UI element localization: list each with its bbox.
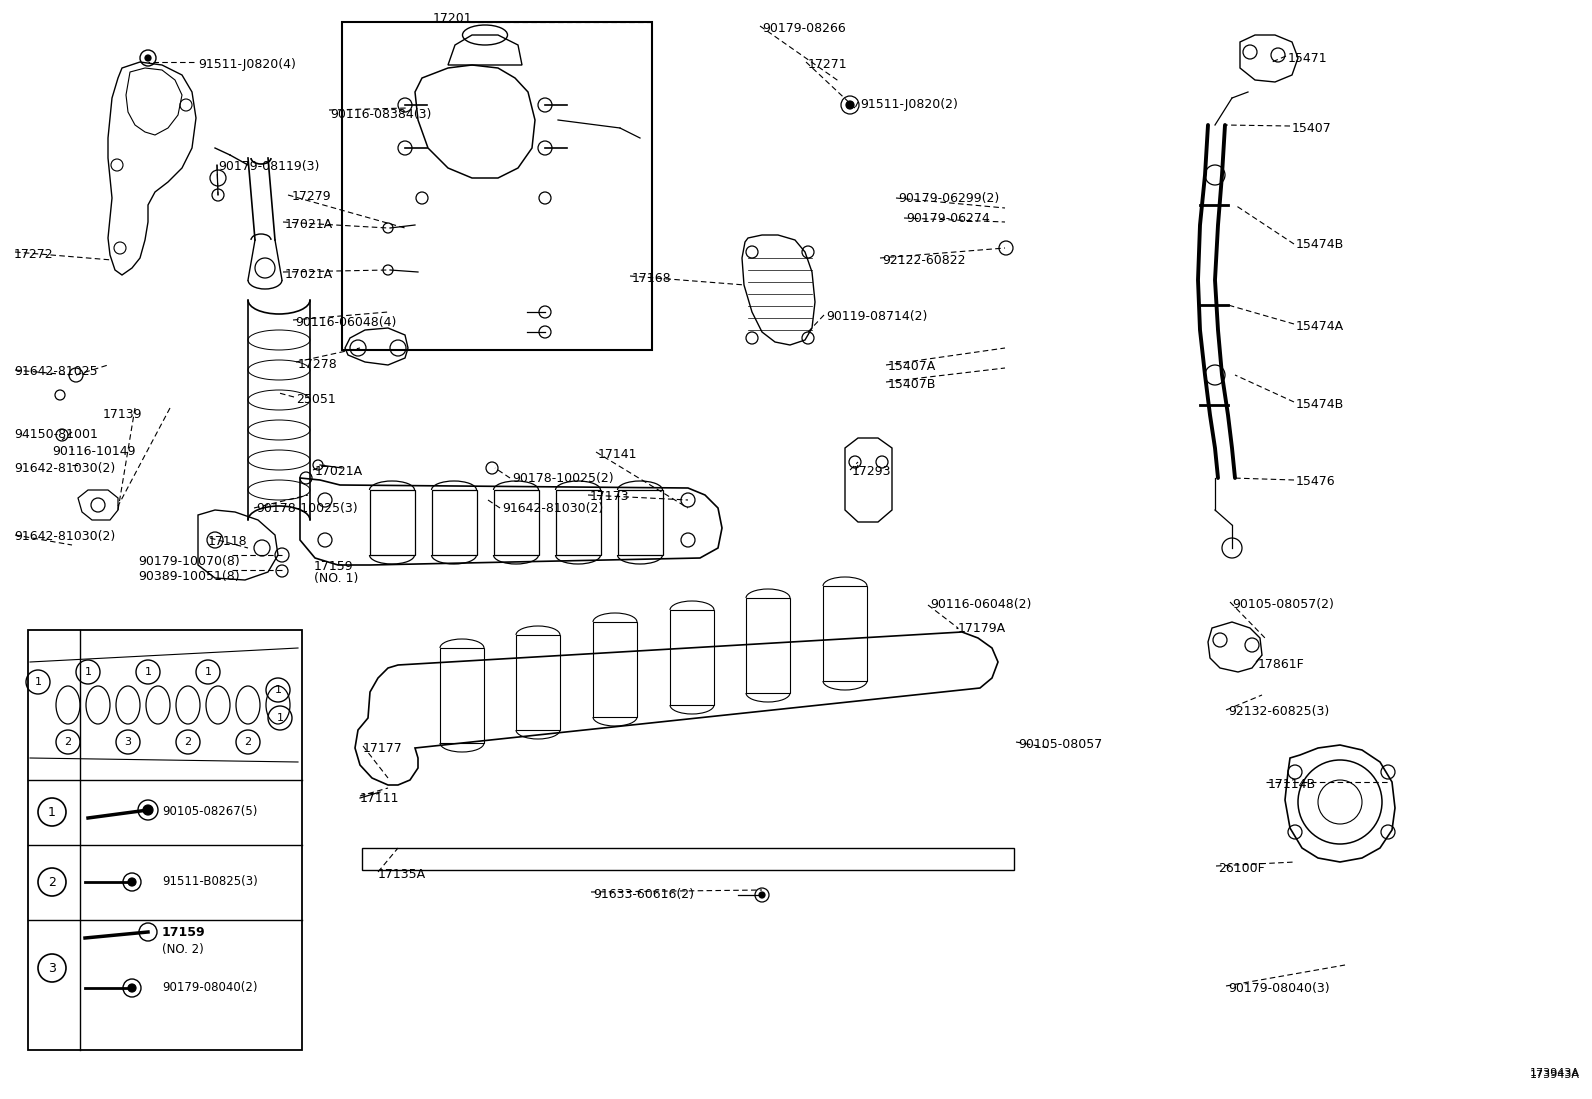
Text: 90179-08266: 90179-08266 [763,22,845,35]
Bar [618,490,662,555]
Text: 17021A: 17021A [285,268,333,281]
Text: 15476: 15476 [1296,475,1336,488]
Bar [29,630,302,1050]
Text: 1: 1 [274,685,282,695]
Text: 91511-B0825(3): 91511-B0825(3) [162,876,258,888]
Text: 90179-08119(3): 90179-08119(3) [218,160,320,173]
Text: 26100F: 26100F [1218,862,1264,875]
Text: 17279: 17279 [291,190,331,203]
Text: 17021A: 17021A [285,218,333,231]
Bar [592,622,637,717]
Text: 90178-10025(2): 90178-10025(2) [513,471,613,485]
Text: 15474B: 15474B [1296,398,1344,411]
Text: 90119-08714(2): 90119-08714(2) [826,310,928,323]
Text: 173943A: 173943A [1530,1070,1579,1080]
Text: 17173: 17173 [591,490,629,503]
Text: 3: 3 [48,962,56,975]
Text: 15471: 15471 [1288,52,1328,65]
Bar [556,490,602,555]
Text: 1: 1 [84,667,91,677]
Text: 15407B: 15407B [888,378,936,391]
Circle shape [845,101,853,109]
Text: 17271: 17271 [809,58,847,71]
Text: (NO. 2): (NO. 2) [162,944,204,956]
Text: 2: 2 [64,737,72,747]
Text: 92132-60825(3): 92132-60825(3) [1227,704,1329,718]
Bar [431,490,478,555]
Circle shape [145,55,151,62]
Bar [516,635,560,730]
Text: (NO. 1): (NO. 1) [314,571,358,585]
Text: 90105-08057(2): 90105-08057(2) [1232,598,1334,611]
Bar [369,490,416,555]
Text: 17168: 17168 [632,271,672,285]
Text: 1: 1 [204,667,212,677]
Text: 17278: 17278 [298,358,338,371]
Text: 17272: 17272 [14,248,54,260]
Text: 17141: 17141 [599,448,637,460]
Circle shape [127,878,135,886]
Text: 2: 2 [48,876,56,888]
Text: 17293: 17293 [852,465,892,478]
Bar [361,848,1014,870]
Bar [494,490,540,555]
Text: 17201: 17201 [433,12,473,25]
Text: 90178-10025(3): 90178-10025(3) [256,502,358,515]
Text: 1: 1 [277,713,283,723]
Text: 91642-81030(2): 91642-81030(2) [501,502,603,515]
Text: 90105-08267(5): 90105-08267(5) [162,806,258,819]
Text: 17159: 17159 [162,925,205,939]
Text: 91642-81030(2): 91642-81030(2) [14,530,115,543]
Text: 17179A: 17179A [958,622,1006,635]
Text: 91642-81025: 91642-81025 [14,365,97,378]
Text: 90116-06048(4): 90116-06048(4) [295,317,396,329]
Text: 17135A: 17135A [377,868,427,881]
Text: 17139: 17139 [103,408,143,421]
Text: 90179-06274: 90179-06274 [906,212,990,225]
Circle shape [127,984,135,992]
Text: 17177: 17177 [363,742,403,755]
Text: 15407: 15407 [1293,122,1333,135]
Bar [439,648,484,743]
Text: 1: 1 [35,677,41,687]
Text: 15474A: 15474A [1296,320,1344,333]
Bar [670,610,713,704]
Text: 94150-81001: 94150-81001 [14,428,97,441]
Text: 90179-10070(8): 90179-10070(8) [139,555,240,568]
Circle shape [759,892,766,898]
Text: 2: 2 [185,737,191,747]
Bar [823,586,868,681]
Text: 17118: 17118 [209,535,248,548]
Circle shape [143,804,153,815]
Text: 91633-60616(2): 91633-60616(2) [592,888,694,901]
Text: 90179-08040(2): 90179-08040(2) [162,981,258,995]
Text: 15407A: 15407A [888,360,936,373]
Text: 90116-06048(2): 90116-06048(2) [930,598,1032,611]
Text: 91511-J0820(4): 91511-J0820(4) [197,58,296,71]
Text: 91511-J0820(2): 91511-J0820(2) [860,98,958,111]
Text: 92122-60822: 92122-60822 [882,254,965,267]
Text: 90389-10051(8): 90389-10051(8) [139,570,240,582]
Text: 90179-06299(2): 90179-06299(2) [898,192,1000,206]
Text: 17114B: 17114B [1267,778,1317,791]
Text: 25051: 25051 [296,393,336,406]
Text: 17021A: 17021A [315,465,363,478]
Text: 15474B: 15474B [1296,238,1344,251]
Text: 90105-08057: 90105-08057 [1017,739,1102,751]
Text: 91642-81030(2): 91642-81030(2) [14,462,115,475]
Text: 17111: 17111 [360,792,400,804]
Text: 17159: 17159 [314,560,353,573]
Bar [747,598,790,693]
Text: 2: 2 [245,737,252,747]
Text: 1: 1 [145,667,151,677]
Text: 17861F: 17861F [1258,658,1305,671]
Bar [342,22,653,349]
Text: 90116-08384(3): 90116-08384(3) [330,108,431,121]
Text: 90116-10149: 90116-10149 [53,445,135,458]
Text: 1: 1 [48,806,56,819]
Text: 173943A: 173943A [1530,1068,1579,1078]
Text: 3: 3 [124,737,132,747]
Text: 90179-08040(3): 90179-08040(3) [1227,983,1329,995]
